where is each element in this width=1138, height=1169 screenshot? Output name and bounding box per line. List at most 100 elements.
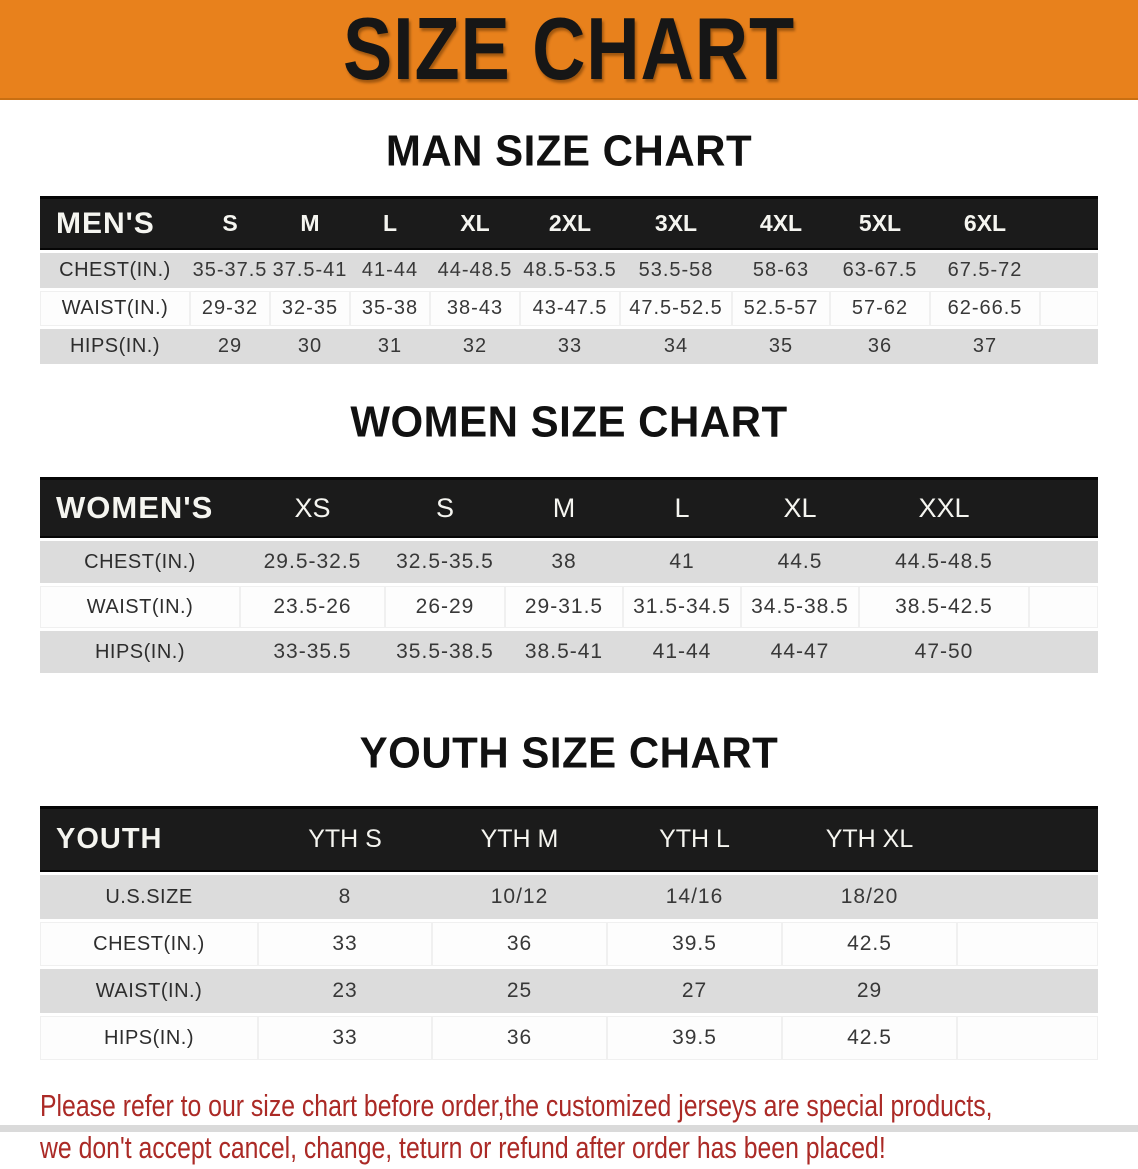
women-column-header: S [385, 477, 505, 538]
table-row: WAIST(IN.) 23 25 27 29 [40, 969, 1098, 1013]
row-label: WAIST(IN.) [40, 291, 190, 326]
size-value-cell: 52.5-57 [732, 291, 830, 326]
table-row: CHEST(IN.) 33 36 39.5 42.5 [40, 922, 1098, 966]
youth-table-body: U.S.SIZE 8 10/12 14/16 18/20 CHEST(IN.) 33 36 39… [40, 875, 1098, 1060]
size-value-cell: 38.5-42.5 [859, 586, 1029, 628]
filler-cell [1029, 541, 1098, 583]
men-column-header: 5XL [830, 196, 930, 250]
size-value-cell: 44-48.5 [430, 253, 520, 288]
size-value-cell: 41-44 [350, 253, 430, 288]
size-value-cell: 33-35.5 [240, 631, 385, 673]
men-column-header-filler [1040, 196, 1098, 250]
size-value-cell: 36 [432, 922, 607, 966]
banner-title: SIZE CHART [343, 0, 795, 98]
size-value-cell: 29 [782, 969, 957, 1013]
men-size-table: MEN'S S M L XL 2XL 3XL 4XL 5XL 6XL CHEST… [40, 193, 1098, 367]
women-size-table: WOMEN'S XS S M L XL XXL CHEST(IN.) 29.5-3… [40, 474, 1098, 676]
table-row: HIPS(IN.) 33-35.5 35.5-38.5 38.5-41 41-44 44-… [40, 631, 1098, 673]
table-row: CHEST(IN.) 35-37.5 37.5-41 41-44 44-48.5 48.5… [40, 253, 1098, 288]
size-value-cell: 31.5-34.5 [623, 586, 741, 628]
women-column-header: XL [741, 477, 859, 538]
size-value-cell: 58-63 [732, 253, 830, 288]
women-column-header: L [623, 477, 741, 538]
disclaimer-line-1: Please refer to our size chart before or… [40, 1088, 993, 1123]
size-value-cell: 23 [258, 969, 432, 1013]
youth-size-table: YOUTH YTH S YTH M YTH L YTH XL U.S.SIZE 8… [40, 803, 1098, 1063]
men-table-header-row: MEN'S S M L XL 2XL 3XL 4XL 5XL 6XL [40, 196, 1098, 250]
size-value-cell: 29.5-32.5 [240, 541, 385, 583]
women-column-header-filler [1029, 477, 1098, 538]
size-value-cell: 62-66.5 [930, 291, 1040, 326]
size-value-cell: 44.5-48.5 [859, 541, 1029, 583]
size-value-cell: 32 [430, 329, 520, 364]
size-value-cell: 10/12 [432, 875, 607, 919]
men-table-body: CHEST(IN.) 35-37.5 37.5-41 41-44 44-48.5 48.5… [40, 253, 1098, 364]
filler-cell [957, 1016, 1098, 1060]
youth-column-header: YTH L [607, 806, 782, 872]
row-label: WAIST(IN.) [40, 969, 258, 1013]
youth-section-heading: YOUTH SIZE CHART [359, 728, 779, 777]
row-label: U.S.SIZE [40, 875, 258, 919]
filler-cell [957, 969, 1098, 1013]
row-label: HIPS(IN.) [40, 1016, 258, 1060]
size-value-cell: 8 [258, 875, 432, 919]
size-value-cell: 29 [190, 329, 270, 364]
table-row: HIPS(IN.) 29 30 31 32 33 34 35 36 37 [40, 329, 1098, 364]
filler-cell [957, 922, 1098, 966]
filler-cell [1040, 329, 1098, 364]
size-value-cell: 35 [732, 329, 830, 364]
men-column-header: M [270, 196, 350, 250]
size-value-cell: 30 [270, 329, 350, 364]
youth-column-header: YTH M [432, 806, 607, 872]
row-label: HIPS(IN.) [40, 631, 240, 673]
youth-column-header: YTH S [258, 806, 432, 872]
men-section: MAN SIZE CHART MEN'S S M L XL 2XL 3XL 4X… [0, 126, 1138, 367]
women-table-body: CHEST(IN.) 29.5-32.5 32.5-35.5 38 41 44.5 44.5… [40, 541, 1098, 673]
men-column-header: 6XL [930, 196, 1040, 250]
size-value-cell: 63-67.5 [830, 253, 930, 288]
women-section: WOMEN SIZE CHART WOMEN'S XS S M L XL XXL [0, 397, 1138, 676]
size-value-cell: 39.5 [607, 1016, 782, 1060]
size-value-cell: 47.5-52.5 [620, 291, 732, 326]
size-value-cell: 27 [607, 969, 782, 1013]
size-value-cell: 33 [258, 922, 432, 966]
size-value-cell: 33 [258, 1016, 432, 1060]
row-label: CHEST(IN.) [40, 253, 190, 288]
size-value-cell: 42.5 [782, 1016, 957, 1060]
men-table-corner-label: MEN'S [40, 196, 190, 250]
men-column-header: S [190, 196, 270, 250]
size-value-cell: 34.5-38.5 [741, 586, 859, 628]
men-column-header: 4XL [732, 196, 830, 250]
size-value-cell: 25 [432, 969, 607, 1013]
size-value-cell: 57-62 [830, 291, 930, 326]
women-column-header: XXL [859, 477, 1029, 538]
size-value-cell: 33 [520, 329, 620, 364]
table-row: HIPS(IN.) 33 36 39.5 42.5 [40, 1016, 1098, 1060]
disclaimer-line-2: we don't accept cancel, change, teturn o… [40, 1130, 886, 1165]
size-value-cell: 35-38 [350, 291, 430, 326]
size-value-cell: 47-50 [859, 631, 1029, 673]
men-column-header: 2XL [520, 196, 620, 250]
size-value-cell: 36 [830, 329, 930, 364]
men-column-header: L [350, 196, 430, 250]
size-value-cell: 41 [623, 541, 741, 583]
filler-cell [1029, 631, 1098, 673]
size-value-cell: 32.5-35.5 [385, 541, 505, 583]
bottom-edge-strip [0, 1125, 1138, 1132]
size-value-cell: 67.5-72 [930, 253, 1040, 288]
size-value-cell: 34 [620, 329, 732, 364]
size-value-cell: 53.5-58 [620, 253, 732, 288]
men-column-header: XL [430, 196, 520, 250]
size-value-cell: 18/20 [782, 875, 957, 919]
size-value-cell: 23.5-26 [240, 586, 385, 628]
table-row: U.S.SIZE 8 10/12 14/16 18/20 [40, 875, 1098, 919]
size-value-cell: 41-44 [623, 631, 741, 673]
size-value-cell: 14/16 [607, 875, 782, 919]
youth-section: YOUTH SIZE CHART YOUTH YTH S YTH M YTH L… [0, 728, 1138, 1063]
size-value-cell: 42.5 [782, 922, 957, 966]
size-value-cell: 31 [350, 329, 430, 364]
size-value-cell: 26-29 [385, 586, 505, 628]
filler-cell [957, 875, 1098, 919]
size-value-cell: 37 [930, 329, 1040, 364]
